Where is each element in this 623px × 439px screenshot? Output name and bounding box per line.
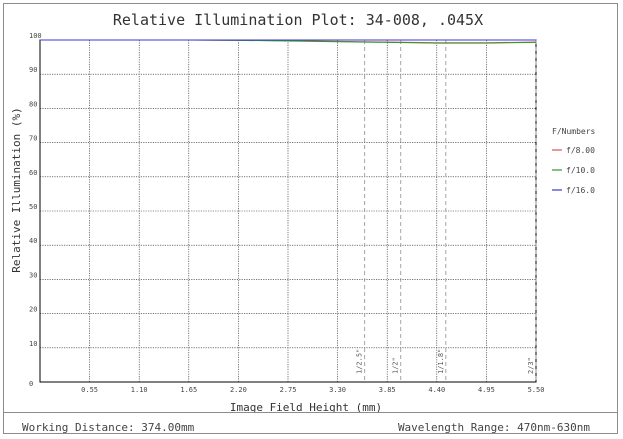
plot-frame [3,3,618,434]
x-axis-ticks: 0.55 1.10 1.65 2.20 2.75 3.30 3.85 4.40 4.95 5.50 [81,386,544,394]
y-tick-label: 30 [29,271,37,279]
sensor-marker-label: 1/2.5" [356,349,364,374]
x-tick-label: 5.50 [528,386,545,394]
y-axis-ticks: 0 10 20 30 40 50 60 70 80 90 100 [29,32,42,388]
x-tick-label: 1.10 [131,386,148,394]
legend-label: f/16.0 [566,186,595,195]
legend: F/Numbers f/8.00 f/10.0 f/16.0 [552,127,596,195]
y-tick-label: 50 [29,203,37,211]
sensor-format-markers: 1/2.5" 1/2" 1/1.8" 2/3" [356,40,537,382]
x-tick-label: 2.75 [280,386,297,394]
sensor-marker-label: 1/1.8" [437,349,445,374]
y-tick-label: 80 [29,100,37,108]
y-tick-label: 20 [29,306,37,314]
sensor-marker-label: 2/3" [527,357,535,374]
x-tick-label: 4.40 [428,386,445,394]
y-axis-label: Relative Illumination (%) [10,107,23,273]
sensor-marker-label: 1/2" [392,357,400,374]
wavelength-range-text: Wavelength Range: 470nm-630nm [397,421,590,434]
x-tick-label: 3.30 [329,386,346,394]
y-tick-label: 90 [29,66,37,74]
footer-divider [3,412,618,413]
y-tick-label: 60 [29,169,37,177]
y-tick-label: 40 [29,237,37,245]
x-tick-label: 0.55 [81,386,98,394]
legend-title: F/Numbers [552,127,596,136]
grid-lines [40,40,536,382]
y-tick-label: 70 [29,135,37,143]
x-tick-label: 2.20 [230,386,247,394]
y-tick-label: 100 [29,32,42,40]
x-axis-label: Image Field Height (mm) [230,401,382,414]
data-series [40,39,537,44]
x-tick-label: 4.95 [478,386,495,394]
legend-label: f/10.0 [566,166,595,175]
x-tick-label: 3.85 [379,386,396,394]
working-distance-text: Working Distance: 374.00mm [22,421,195,434]
y-tick-label: 0 [29,380,33,388]
y-tick-label: 10 [29,340,37,348]
chart-title: Relative Illumination Plot: 34-008, .045… [113,11,483,29]
x-tick-label: 1.65 [180,386,197,394]
legend-label: f/8.00 [566,146,595,155]
